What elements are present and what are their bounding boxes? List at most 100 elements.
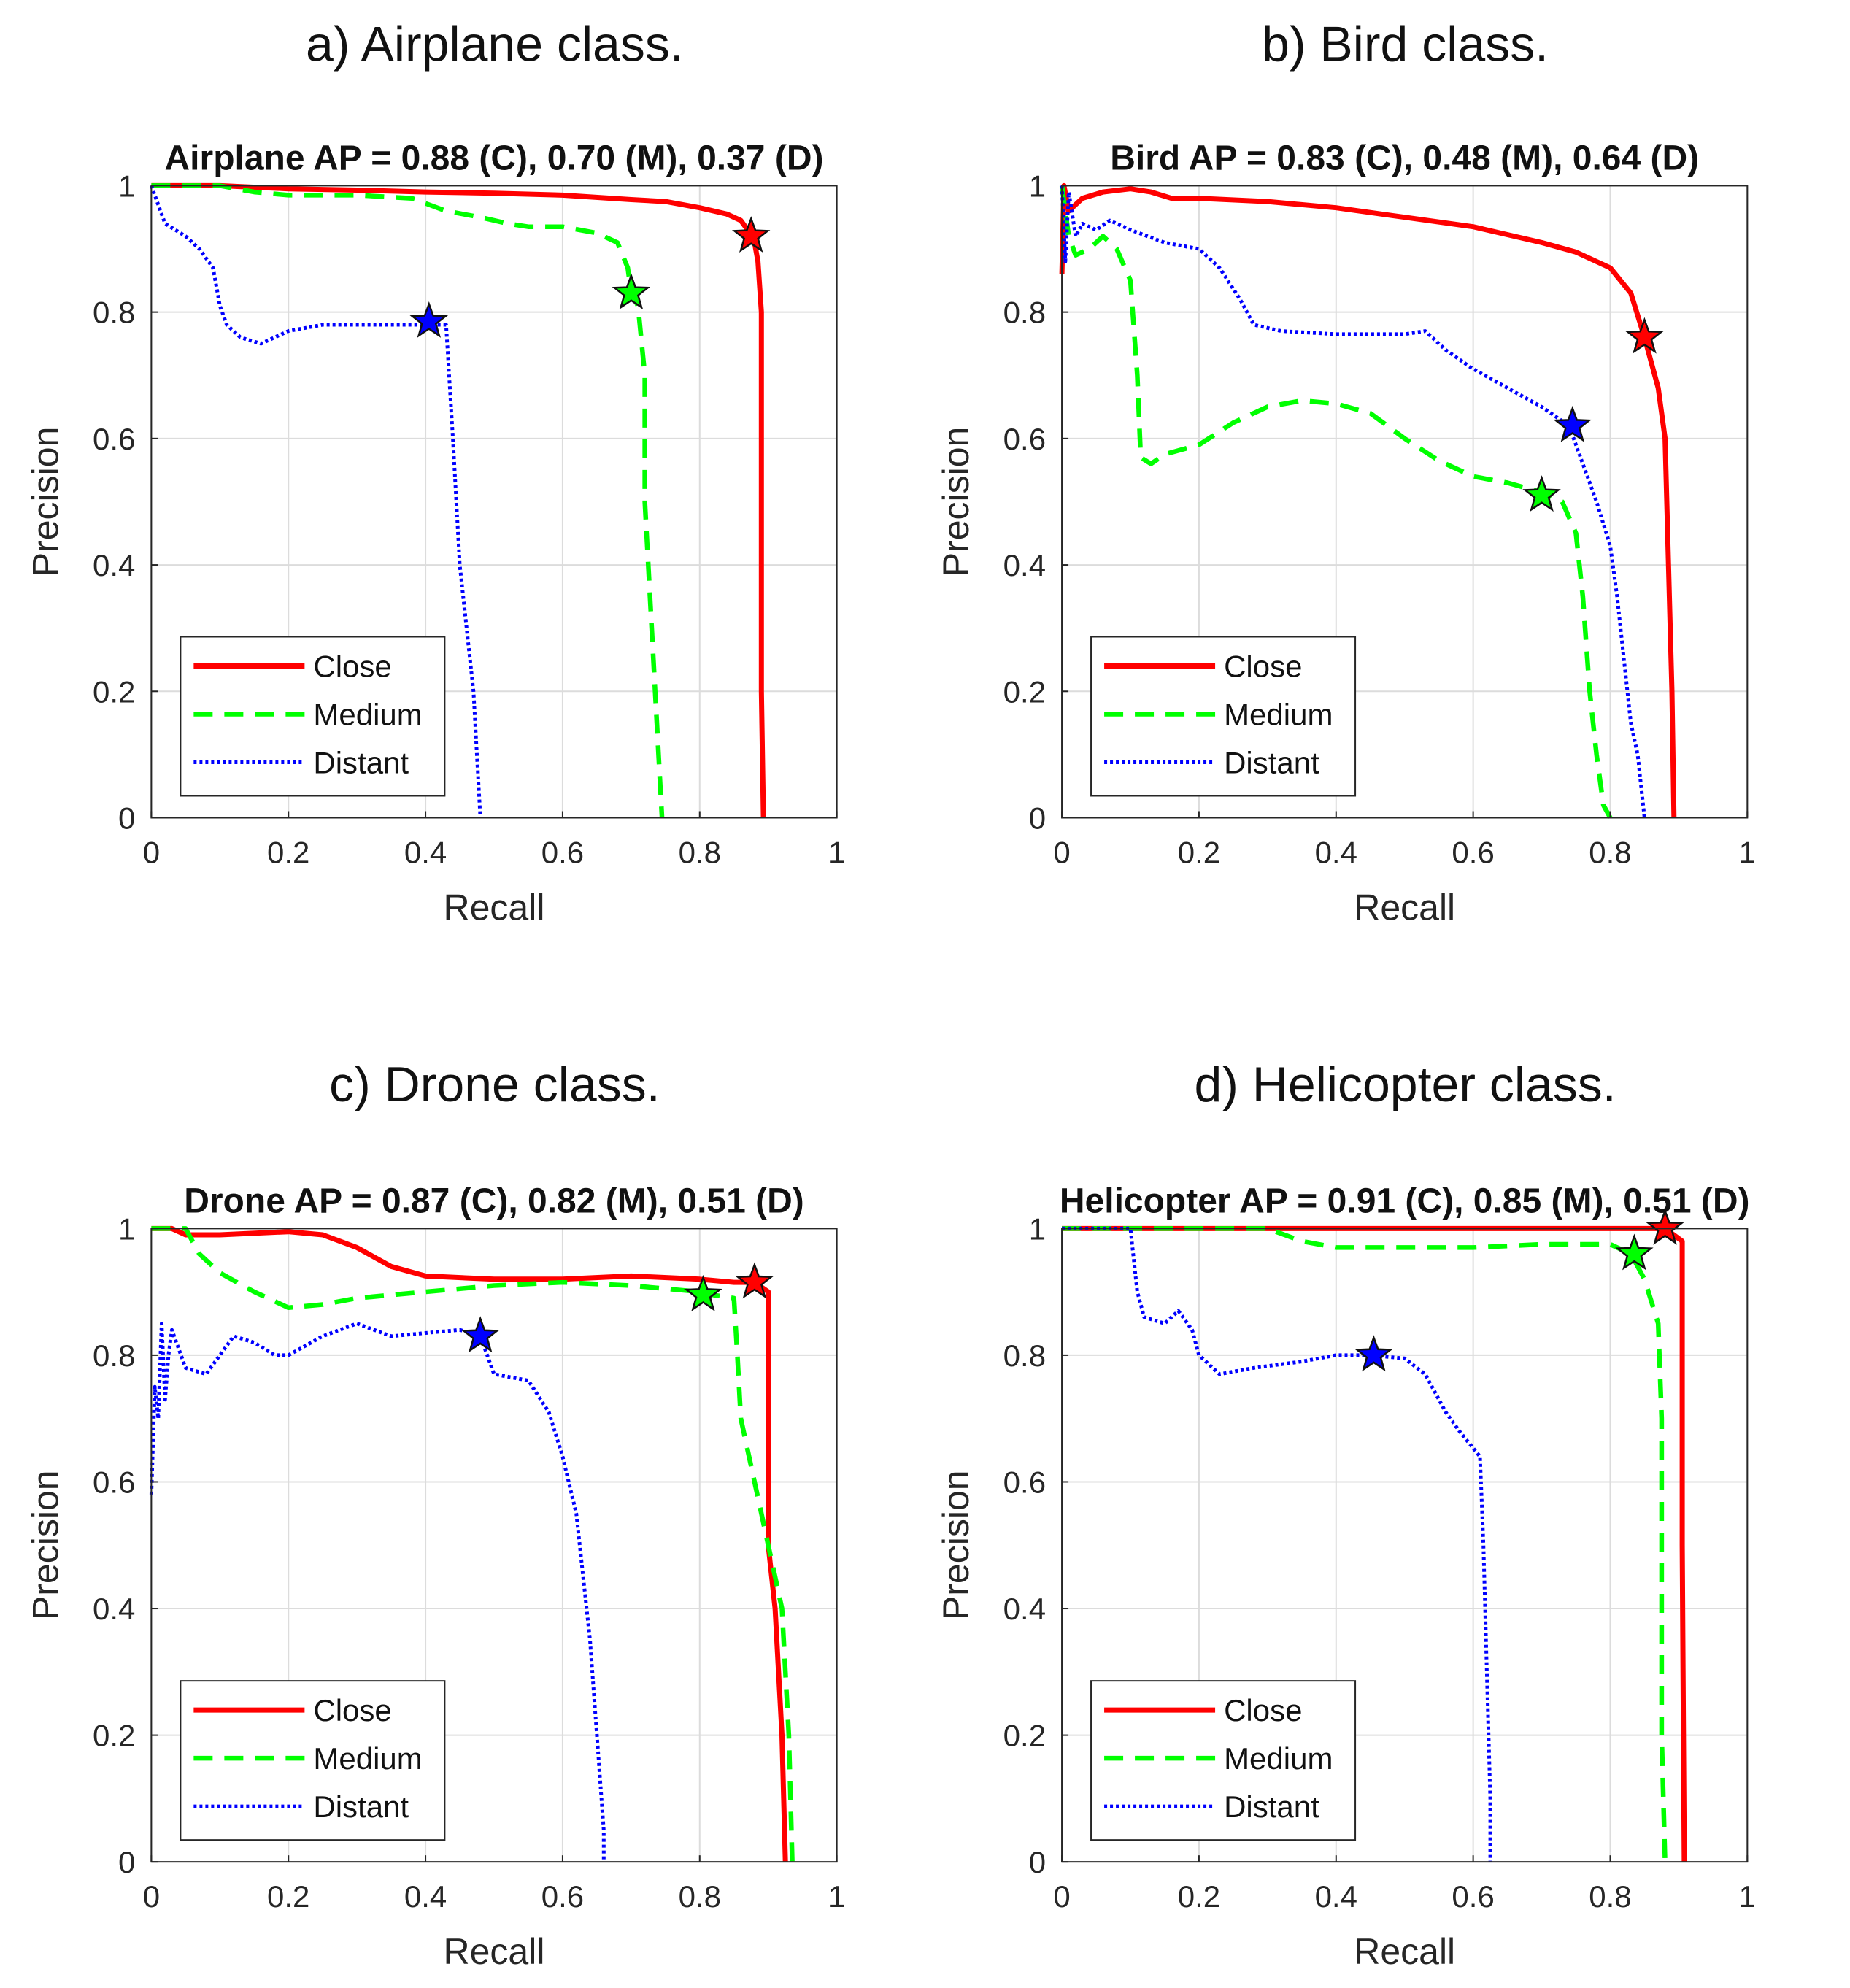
legend-label-close: Close (1224, 649, 1302, 683)
series-close-operating-point (1646, 1208, 1684, 1245)
y-tick-label: 1 (1029, 169, 1046, 203)
series-group (1059, 182, 1749, 820)
series-medium-operating-point (1522, 475, 1561, 512)
x-tick-label: 0.8 (679, 1879, 721, 1914)
y-tick-label: 0.6 (1003, 422, 1046, 456)
y-tick-label: 0 (118, 1845, 135, 1879)
x-tick-label: 0.2 (1178, 1879, 1220, 1914)
x-tick-label: 0 (1053, 1879, 1070, 1914)
series-close-operating-point (731, 216, 771, 253)
y-tick-label: 0.4 (1003, 548, 1046, 582)
series-close-line (151, 1225, 788, 1862)
legend-label-close: Close (313, 649, 391, 683)
series-distant-operating-point (409, 301, 449, 338)
series-distant-operating-point (1354, 1335, 1393, 1372)
panel-caption: a) Airplane class. (306, 17, 684, 72)
x-tick-label: 0.8 (1589, 835, 1631, 869)
y-tick-label: 0.6 (93, 422, 135, 456)
panel-helicopter: d) Helicopter class. Helicopter AP = 0.9… (936, 1057, 1756, 1972)
legend-label-distant: Distant (313, 745, 409, 779)
x-tick-label: 0.2 (267, 1879, 309, 1914)
series-distant-line (150, 185, 482, 818)
legend: Close Medium Distant (1090, 636, 1357, 797)
y-tick-label: 0.4 (1003, 1592, 1046, 1626)
axes-frame (1061, 1228, 1749, 1863)
panel-airplane: a) Airplane class. Airplane AP = 0.88 (C… (25, 17, 845, 928)
legend-label-distant: Distant (1224, 745, 1319, 779)
x-tick-label: 0.6 (1452, 1879, 1494, 1914)
x-tick-label: 0.4 (1315, 1879, 1357, 1914)
x-tick-label: 0 (143, 835, 160, 869)
legend-label-medium: Medium (313, 1741, 422, 1776)
chart-title: Bird AP = 0.83 (C), 0.48 (M), 0.64 (D) (1110, 139, 1699, 177)
x-tick-label: 0.2 (1178, 835, 1220, 869)
y-axis-label: Precision (936, 427, 976, 577)
y-tick-label: 0.6 (1003, 1465, 1046, 1499)
x-tick-label: 0.8 (679, 835, 721, 869)
panel-bird: b) Bird class. Bird AP = 0.83 (C), 0.48 … (936, 17, 1756, 928)
y-tick-label: 0 (1029, 801, 1046, 835)
x-tick-label: 0.4 (1315, 835, 1357, 869)
axes-frame (1061, 185, 1749, 819)
panel-caption: b) Bird class. (1262, 17, 1549, 72)
x-tick-label: 0.4 (404, 835, 447, 869)
tick-labels: 0 0.2 0.4 0.6 0.8 1 0 0.2 0.4 0.6 0.8 1 (93, 169, 845, 869)
series-close-operating-point (735, 1262, 774, 1299)
chart-title: Airplane AP = 0.88 (C), 0.70 (M), 0.37 (… (165, 139, 824, 177)
legend: Close Medium Distant (180, 636, 446, 797)
y-axis-label: Precision (25, 1470, 66, 1620)
chart-title: Helicopter AP = 0.91 (C), 0.85 (M), 0.51… (1060, 1182, 1750, 1220)
series-group (1061, 1208, 1749, 1863)
y-tick-label: 0.4 (93, 548, 135, 582)
series-distant-operating-point (460, 1316, 500, 1353)
legend-label-distant: Distant (313, 1789, 409, 1824)
x-tick-label: 1 (1739, 1879, 1756, 1914)
x-tick-label: 0 (143, 1879, 160, 1914)
tick-labels: 0 0.2 0.4 0.6 0.8 1 0 0.2 0.4 0.6 0.8 1 (1003, 1211, 1756, 1914)
x-tick-label: 0.2 (267, 835, 309, 869)
tick-labels: 0 0.2 0.4 0.6 0.8 1 0 0.2 0.4 0.6 0.8 1 (1003, 169, 1756, 869)
y-tick-label: 0.8 (1003, 296, 1046, 330)
series-group (149, 1225, 838, 1863)
series-close-line (1059, 182, 1677, 818)
legend-label-medium: Medium (1224, 1741, 1333, 1776)
legend-label-close: Close (313, 1693, 391, 1727)
y-tick-label: 1 (1029, 1211, 1046, 1246)
legend-label-medium: Medium (313, 697, 422, 731)
x-tick-label: 1 (828, 1879, 845, 1914)
series-medium-operating-point (684, 1274, 722, 1311)
y-tick-label: 0.8 (93, 1338, 135, 1373)
x-tick-label: 0 (1053, 835, 1070, 869)
x-tick-label: 1 (828, 835, 845, 869)
y-tick-label: 0.4 (93, 1592, 135, 1626)
y-tick-label: 0.2 (93, 1719, 135, 1753)
x-tick-label: 0.6 (541, 835, 584, 869)
y-tick-label: 0.8 (93, 296, 135, 330)
series-medium-line (1062, 1226, 1668, 1862)
series-distant-operating-point (1553, 405, 1592, 442)
panel-caption: c) Drone class. (329, 1057, 660, 1112)
y-tick-label: 0.2 (1003, 674, 1046, 709)
chart-title: Drone AP = 0.87 (C), 0.82 (M), 0.51 (D) (184, 1182, 804, 1220)
legend-label-close: Close (1224, 1693, 1302, 1727)
series-close-operating-point (1625, 317, 1664, 354)
axes-frame (150, 185, 838, 819)
y-tick-label: 0.8 (1003, 1338, 1046, 1373)
x-axis-label: Recall (444, 1931, 545, 1972)
legend-label-distant: Distant (1224, 1789, 1319, 1824)
x-axis-label: Recall (444, 887, 545, 928)
axes-frame (150, 1228, 838, 1863)
series-distant-line (1062, 1226, 1492, 1862)
y-tick-label: 0 (1029, 1845, 1046, 1879)
x-axis-label: Recall (1354, 1931, 1455, 1972)
x-tick-label: 0.6 (1452, 835, 1494, 869)
series-medium-operating-point (612, 273, 651, 310)
y-tick-label: 1 (118, 1211, 135, 1246)
panel-drone: c) Drone class. Drone AP = 0.87 (C), 0.8… (25, 1057, 845, 1972)
x-tick-label: 1 (1739, 835, 1756, 869)
y-tick-label: 0 (118, 801, 135, 835)
legend-label-medium: Medium (1224, 697, 1333, 731)
series-group (150, 182, 838, 819)
y-axis-label: Precision (936, 1470, 976, 1620)
